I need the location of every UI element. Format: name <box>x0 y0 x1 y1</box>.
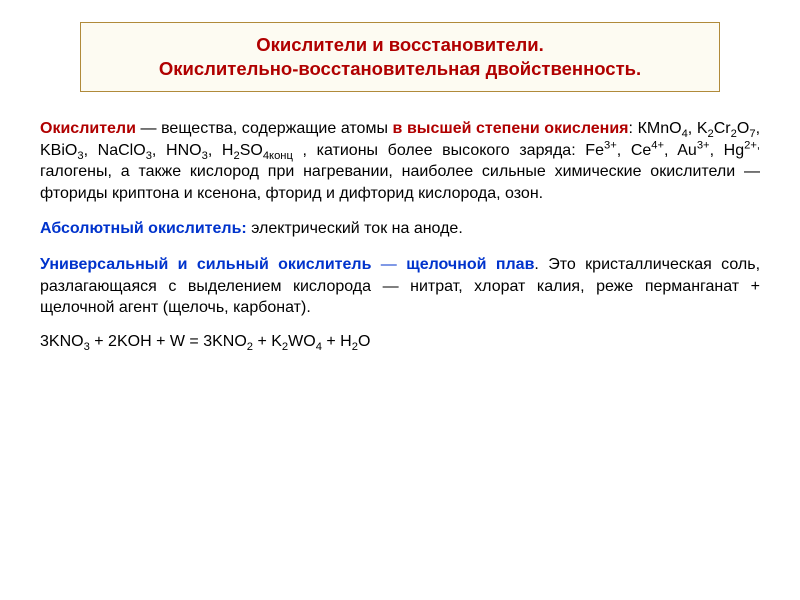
text: , катионы более высокого заряда: <box>293 142 585 159</box>
paragraph-absolute-oxidizer: Абсолютный окислитель: электрический ток… <box>40 218 760 240</box>
label-absolute-oxidizer: Абсолютный окислитель: <box>40 220 247 237</box>
text: — вещества, содержащие атомы <box>136 120 393 137</box>
label-universal: Универсальный и сильный окислитель <box>40 256 371 273</box>
text: — <box>371 256 406 273</box>
text: электрический ток на аноде. <box>247 220 463 237</box>
title-line-1: Окислители и восстановители. <box>99 33 701 57</box>
text: галогены, а также кислород при нагревани… <box>40 163 760 202</box>
chemical-equation: 3KNO3 + 2KOH + W = 3KNO2 + K2WO4 + H2O <box>40 333 760 351</box>
paragraph-oxidizers: Окислители — вещества, содержащие атомы … <box>40 118 760 204</box>
title-box: Окислители и восстановители. Окислительн… <box>80 22 720 92</box>
accent-highest-oxidation: в высшей степени окисления <box>393 120 629 137</box>
title-line-2: Окислительно-восстановительная двойствен… <box>99 57 701 81</box>
label-alkaline-melt: щелочной плав <box>406 256 534 273</box>
term-oxidizers: Окислители <box>40 120 136 137</box>
ion-list: Fe3+, Ce4+, Au3+, Hg2+, <box>585 142 760 159</box>
paragraph-universal-oxidizer: Универсальный и сильный окислитель — щел… <box>40 254 760 319</box>
text: : <box>629 120 638 137</box>
